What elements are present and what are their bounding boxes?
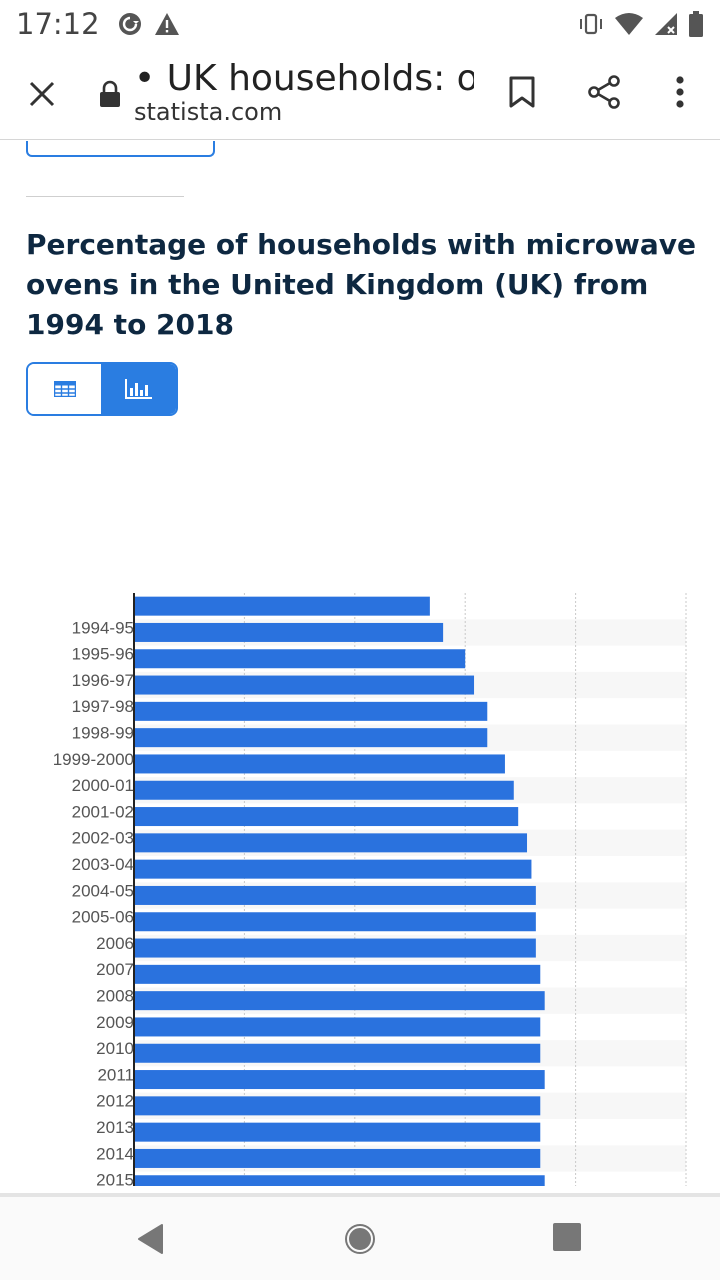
more-options-button[interactable] <box>662 72 698 112</box>
bar[interactable] <box>135 859 532 879</box>
y-tick-label: 2004-05 <box>72 881 134 900</box>
y-tick-label: 2000-01 <box>72 776 134 795</box>
back-icon[interactable] <box>134 1221 170 1257</box>
y-tick-label: 2013 <box>96 1118 134 1137</box>
y-tick-label: 2002-03 <box>72 829 134 848</box>
sync-icon <box>118 13 141 35</box>
bar[interactable] <box>135 675 475 695</box>
bar[interactable] <box>135 991 545 1011</box>
bar[interactable] <box>135 728 488 748</box>
y-tick-label: 2015 <box>96 1171 134 1186</box>
bar[interactable] <box>135 596 430 616</box>
more-vert-icon <box>676 76 684 108</box>
y-tick-label: 1995-96 <box>72 645 134 664</box>
home-icon[interactable] <box>342 1221 378 1257</box>
bar[interactable] <box>135 807 519 827</box>
table-view-button[interactable] <box>28 364 101 414</box>
content-bottom-edge <box>0 1193 720 1197</box>
share-icon <box>588 75 620 109</box>
bar[interactable] <box>135 1175 545 1186</box>
view-toggle <box>26 362 178 416</box>
bar[interactable] <box>135 1148 541 1168</box>
status-time: 17:12 <box>16 7 100 41</box>
bar[interactable] <box>135 1070 545 1090</box>
close-button[interactable] <box>22 74 62 114</box>
y-tick-label: 1994-95 <box>72 618 134 637</box>
warning-icon <box>154 13 179 35</box>
battery-icon <box>689 11 703 37</box>
lock-icon <box>100 80 120 107</box>
table-icon <box>53 381 76 397</box>
y-tick-label: 2009 <box>96 1013 134 1032</box>
signal-icon <box>655 13 677 35</box>
page-url[interactable]: statista.com <box>134 98 283 126</box>
vibrate-icon <box>580 13 602 35</box>
y-tick-label: 2010 <box>96 1039 134 1058</box>
partial-button[interactable] <box>26 141 215 157</box>
bar[interactable] <box>135 1096 541 1116</box>
chart-view-button[interactable] <box>101 364 176 414</box>
y-tick-label: 2008 <box>96 987 134 1006</box>
bar[interactable] <box>135 912 536 932</box>
share-button[interactable] <box>584 72 624 112</box>
y-tick-label: 1998-99 <box>72 724 134 743</box>
y-tick-label: 2001-02 <box>72 802 134 821</box>
bar[interactable] <box>135 833 528 853</box>
bar-chart-icon <box>124 379 152 399</box>
bar[interactable] <box>135 885 536 905</box>
y-tick-label: 2012 <box>96 1092 134 1111</box>
y-tick-label: 1999-2000 <box>53 750 134 769</box>
bar[interactable] <box>135 964 541 984</box>
y-tick-label: 2014 <box>96 1144 134 1163</box>
bookmark-icon <box>509 76 535 108</box>
bookmark-button[interactable] <box>502 72 542 112</box>
y-tick-label: 1996-97 <box>72 671 134 690</box>
bar[interactable] <box>135 622 444 642</box>
wifi-icon <box>615 13 643 35</box>
bar[interactable] <box>135 1017 541 1037</box>
y-tick-label: 2011 <box>97 1065 134 1084</box>
y-tick-label: 1997-98 <box>72 697 134 716</box>
bar[interactable] <box>135 780 514 800</box>
navigation-bar <box>0 1197 720 1280</box>
browser-toolbar: • UK households: o… statista.com <box>0 48 720 140</box>
bar-chart: 1994-95 1995-96 1996-97 1997-98 1998-99 1999-… <box>53 593 687 1186</box>
bar[interactable] <box>135 938 536 958</box>
y-tick-label: 2007 <box>96 960 134 979</box>
bar[interactable] <box>135 701 488 721</box>
bar[interactable] <box>135 649 466 669</box>
y-tick-label: 2006 <box>96 934 134 953</box>
bar[interactable] <box>135 754 505 774</box>
chart-title: Percentage of households with microwave … <box>26 228 697 341</box>
bar[interactable] <box>135 1122 541 1142</box>
y-tick-label: 2005-06 <box>72 908 134 927</box>
page-title[interactable]: • UK households: o… <box>134 58 474 99</box>
y-tick-label: 2003-04 <box>72 855 134 874</box>
status-bar: 17:12 <box>0 0 720 48</box>
page-content: Percentage of households with microwave … <box>0 141 720 1193</box>
bar[interactable] <box>135 1043 541 1063</box>
close-icon <box>29 81 55 107</box>
divider <box>26 196 184 197</box>
recent-apps-icon[interactable] <box>552 1222 582 1252</box>
